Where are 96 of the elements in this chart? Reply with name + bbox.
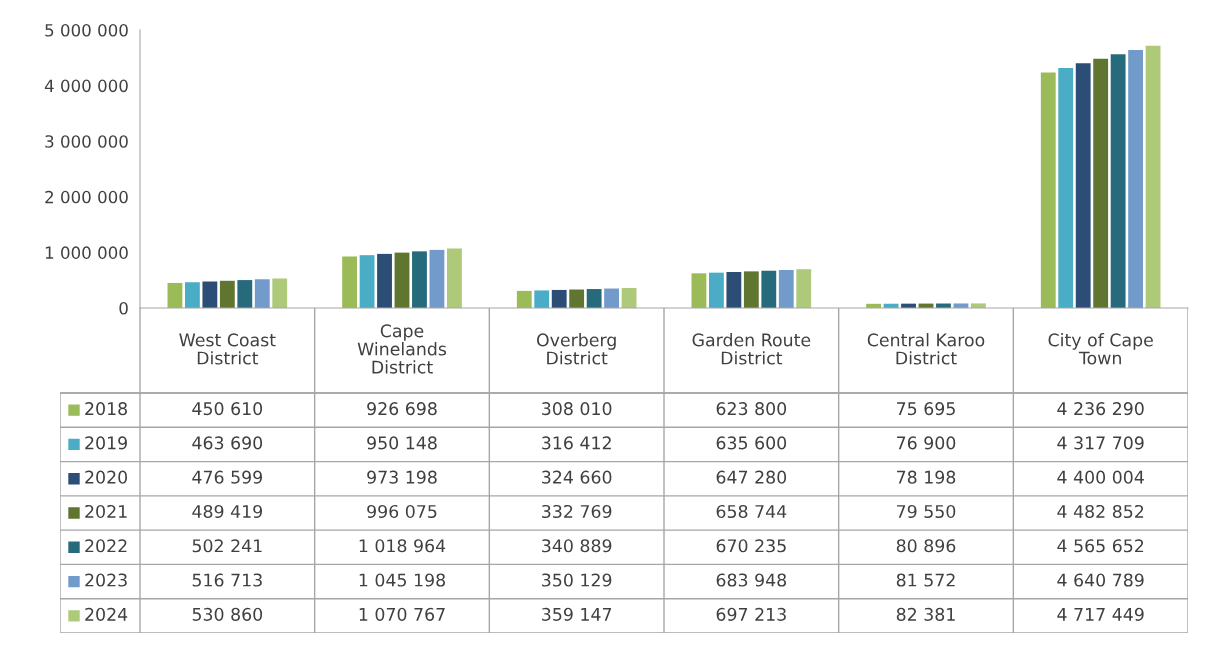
data-label: 81 572 [896,573,955,587]
bar [604,288,620,308]
bar [184,282,200,308]
data-label: 4 565 652 [1057,539,1144,553]
bar [377,253,392,308]
bar [726,272,742,308]
data-label: 4 717 449 [1057,607,1144,621]
data-label: 340 889 [542,539,612,553]
data-label: 4 236 290 [1057,402,1144,416]
data-label: 1 045 198 [359,573,445,587]
bar [272,278,288,308]
bar [342,256,358,308]
data-label: 4 482 852 [1057,504,1144,519]
data-label: 4 640 789 [1057,573,1144,587]
bar [394,252,410,308]
bar [743,271,759,308]
data-label: 530 860 [192,607,263,621]
bar [534,290,550,308]
bar [586,289,602,308]
data-label: 647 280 [716,470,787,484]
bar [551,289,567,308]
bar [516,290,532,308]
bar [167,282,183,308]
bar [1075,63,1091,308]
data-label: 973 198 [367,470,437,484]
bar [254,279,270,308]
data-label: 926 698 [367,402,437,416]
x-tick-label: Cape Winelands District [357,324,447,374]
bar [1128,49,1144,308]
data-label: 79 550 [897,504,956,519]
x-tick-label: West Coast District [179,333,276,365]
bar [1058,67,1074,308]
y-tick-label: 5 000 000 [45,23,128,37]
data-label: 350 129 [542,573,612,587]
bar [569,289,585,308]
data-label: 476 599 [192,470,263,484]
data-label: 1 070 767 [359,607,445,621]
legend-label: 2019 [85,436,127,450]
bar [1110,54,1126,308]
data-label: 82 381 [896,607,955,621]
legend-label: 2018 [85,402,127,416]
bar [412,251,427,308]
data-label: 463 690 [192,436,263,450]
y-tick-label: 2 000 000 [45,190,128,204]
data-label: 359 147 [542,607,612,621]
y-tick-label: 4 000 000 [44,79,128,93]
legend-label: 2020 [85,470,128,484]
data-label: 75 695 [897,402,955,416]
data-label: 316 412 [542,436,611,450]
legend-label: 2022 [85,539,127,553]
bar [1040,72,1056,308]
x-tick-label: Overberg District [536,333,616,365]
y-tick-label: 3 000 000 [45,135,128,148]
legend-label: 2023 [85,573,127,587]
data-label: 4 317 709 [1057,436,1144,450]
bar [446,248,462,308]
legend-label: 2021 [85,504,127,519]
bar [219,280,235,308]
bar [202,281,218,308]
data-label: 996 075 [367,504,437,519]
data-label: 623 800 [716,402,787,416]
data-label: 324 660 [542,470,612,484]
data-label: 4 400 004 [1057,470,1144,484]
bar [359,255,375,308]
data-label: 670 235 [716,539,786,553]
bar [761,270,777,308]
data-label: 76 900 [897,436,956,450]
data-label: 950 148 [367,436,437,450]
bar [621,288,637,308]
data-label: 502 241 [192,539,262,553]
x-tick-label: Central Karoo District [867,333,985,365]
data-label: 697 213 [716,607,786,621]
data-label: 308 010 [542,402,612,416]
y-tick-label: 0 [119,301,128,315]
x-tick-label: Garden Route District [692,333,811,365]
data-label: 516 713 [192,573,262,587]
legend-label: 2024 [85,607,128,621]
data-label: 635 600 [716,436,787,450]
data-label: 450 610 [192,402,263,416]
data-label: 683 948 [716,573,787,587]
x-tick-label: City of Cape Town [1048,333,1153,365]
y-tick-label: 1 000 000 [45,246,128,259]
bar [796,269,812,308]
bar [237,280,253,308]
bar [778,269,794,308]
data-label: 80 896 [896,539,956,553]
bar [1145,45,1161,308]
bar [708,272,724,308]
data-label: 489 419 [192,504,263,519]
data-label: 1 018 964 [359,539,446,553]
bar [691,273,707,308]
data-label: 332 769 [542,504,612,519]
bar [1093,58,1109,308]
bar [429,249,445,308]
data-label: 658 744 [716,504,787,519]
data-label: 78 198 [897,470,956,484]
